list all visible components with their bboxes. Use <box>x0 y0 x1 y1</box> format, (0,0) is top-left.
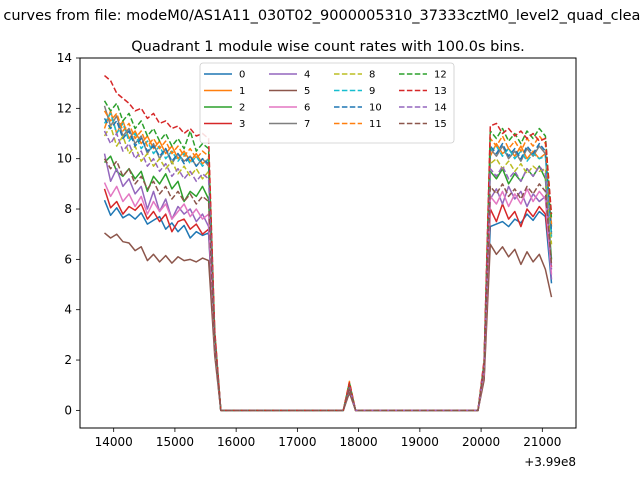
y-tick-label: 0 <box>64 403 72 417</box>
legend-label-14: 14 <box>434 103 447 114</box>
legend-label-13: 13 <box>434 86 447 97</box>
legend-label-1: 1 <box>239 86 245 97</box>
chart-title: Quadrant 1 module wise count rates with … <box>131 39 525 55</box>
y-tick-label: 2 <box>64 353 72 367</box>
legend-label-11: 11 <box>369 119 382 130</box>
x-tick-label: 19000 <box>401 435 439 449</box>
chart-suptitle: Light curves from file: modeM0/AS1A11_03… <box>0 8 640 24</box>
x-tick-label: 15000 <box>156 435 194 449</box>
legend-label-6: 6 <box>304 103 310 114</box>
legend-label-3: 3 <box>239 119 245 130</box>
y-tick-label: 6 <box>64 252 72 266</box>
x-offset-label: +3.99e8 <box>524 455 576 469</box>
x-axis: 14000 15000 16000 17000 18000 19000 20000 21000 <box>95 428 561 449</box>
legend-label-9: 9 <box>369 86 375 97</box>
x-tick-label: 16000 <box>217 435 255 449</box>
series-line-15 <box>103 158 553 412</box>
legend-label-4: 4 <box>304 70 310 81</box>
plot-frame <box>79 57 577 429</box>
x-tick-label: 21000 <box>523 435 561 449</box>
legend-label-10: 10 <box>369 103 382 114</box>
x-tick-label: 18000 <box>340 435 378 449</box>
y-tick-label: 4 <box>64 303 72 317</box>
x-tick-label: 20000 <box>462 435 500 449</box>
y-tick-label: 10 <box>57 152 72 166</box>
legend-label-5: 5 <box>304 86 310 97</box>
legend-label-2: 2 <box>239 103 245 114</box>
legend-label-12: 12 <box>434 70 447 81</box>
legend-frame <box>199 62 455 144</box>
legend-label-15: 15 <box>434 119 447 130</box>
x-tick-label: 14000 <box>95 435 133 449</box>
y-tick-label: 12 <box>57 101 72 115</box>
y-axis: 0 2 4 6 8 10 12 14 <box>57 51 80 417</box>
y-tick-label: 8 <box>64 202 72 216</box>
legend-label-0: 0 <box>239 70 245 81</box>
x-tick-label: 17000 <box>278 435 316 449</box>
y-tick-label: 14 <box>57 51 72 65</box>
legend-label-7: 7 <box>304 119 310 130</box>
series-layer <box>103 75 553 412</box>
legend-label-8: 8 <box>369 70 375 81</box>
